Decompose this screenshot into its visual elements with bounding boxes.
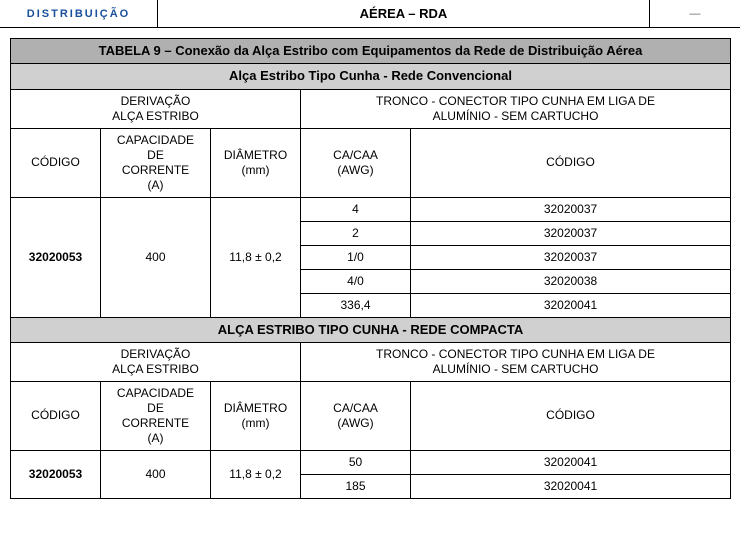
- s1-capacidade: 400: [101, 197, 211, 317]
- s1-row-codigo: 32020037: [411, 197, 731, 221]
- doc-title: AÉREA – RDA: [158, 0, 650, 27]
- s1-row-awg: 1/0: [301, 245, 411, 269]
- s2-diametro: 11,8 ± 0,2: [211, 450, 301, 498]
- s2-capacidade: 400: [101, 450, 211, 498]
- col-codigo2: CÓDIGO: [411, 128, 731, 197]
- s1-row-codigo: 32020037: [411, 221, 731, 245]
- tabela-9: TABELA 9 – Conexão da Alça Estribo com E…: [10, 38, 731, 499]
- s1-row-awg: 4: [301, 197, 411, 221]
- document-header: DISTRIBUIÇÃO AÉREA – RDA —: [0, 0, 740, 28]
- s2-codigo: 32020053: [11, 450, 101, 498]
- doc-meta-right: —: [650, 0, 740, 27]
- s1-row-codigo: 32020041: [411, 293, 731, 317]
- section-2-title: ALÇA ESTRIBO TIPO CUNHA - REDE COMPACTA: [11, 317, 731, 342]
- col-capacidade: CAPACIDADEDECORRENTE(A): [101, 381, 211, 450]
- s1-diametro: 11,8 ± 0,2: [211, 197, 301, 317]
- s1-row-codigo: 32020038: [411, 269, 731, 293]
- s2-row-codigo: 32020041: [411, 450, 731, 474]
- col-codigo2: CÓDIGO: [411, 381, 731, 450]
- col-awg: CA/CAA(AWG): [301, 128, 411, 197]
- brand-distribuicao: DISTRIBUIÇÃO: [0, 0, 158, 27]
- col-diametro: DIÂMETRO(mm): [211, 381, 301, 450]
- s1-row-awg: 2: [301, 221, 411, 245]
- col-diametro: DIÂMETRO(mm): [211, 128, 301, 197]
- col-awg: CA/CAA(AWG): [301, 381, 411, 450]
- s1-row-awg: 336,4: [301, 293, 411, 317]
- tronco-header: TRONCO - CONECTOR TIPO CUNHA EM LIGA DEA…: [301, 89, 731, 128]
- col-capacidade: CAPACIDADEDECORRENTE(A): [101, 128, 211, 197]
- derivacao-header: DERIVAÇÃOALÇA ESTRIBO: [11, 89, 301, 128]
- s2-row-codigo: 32020041: [411, 474, 731, 498]
- col-codigo: CÓDIGO: [11, 381, 101, 450]
- tronco-header-2: TRONCO - CONECTOR TIPO CUNHA EM LIGA DEA…: [301, 342, 731, 381]
- s1-codigo: 32020053: [11, 197, 101, 317]
- section-1-title: Alça Estribo Tipo Cunha - Rede Convencio…: [11, 64, 731, 89]
- s1-row-awg: 4/0: [301, 269, 411, 293]
- table-title: TABELA 9 – Conexão da Alça Estribo com E…: [11, 39, 731, 64]
- s2-row-awg: 50: [301, 450, 411, 474]
- derivacao-header-2: DERIVAÇÃOALÇA ESTRIBO: [11, 342, 301, 381]
- s1-row-codigo: 32020037: [411, 245, 731, 269]
- s2-row-awg: 185: [301, 474, 411, 498]
- col-codigo: CÓDIGO: [11, 128, 101, 197]
